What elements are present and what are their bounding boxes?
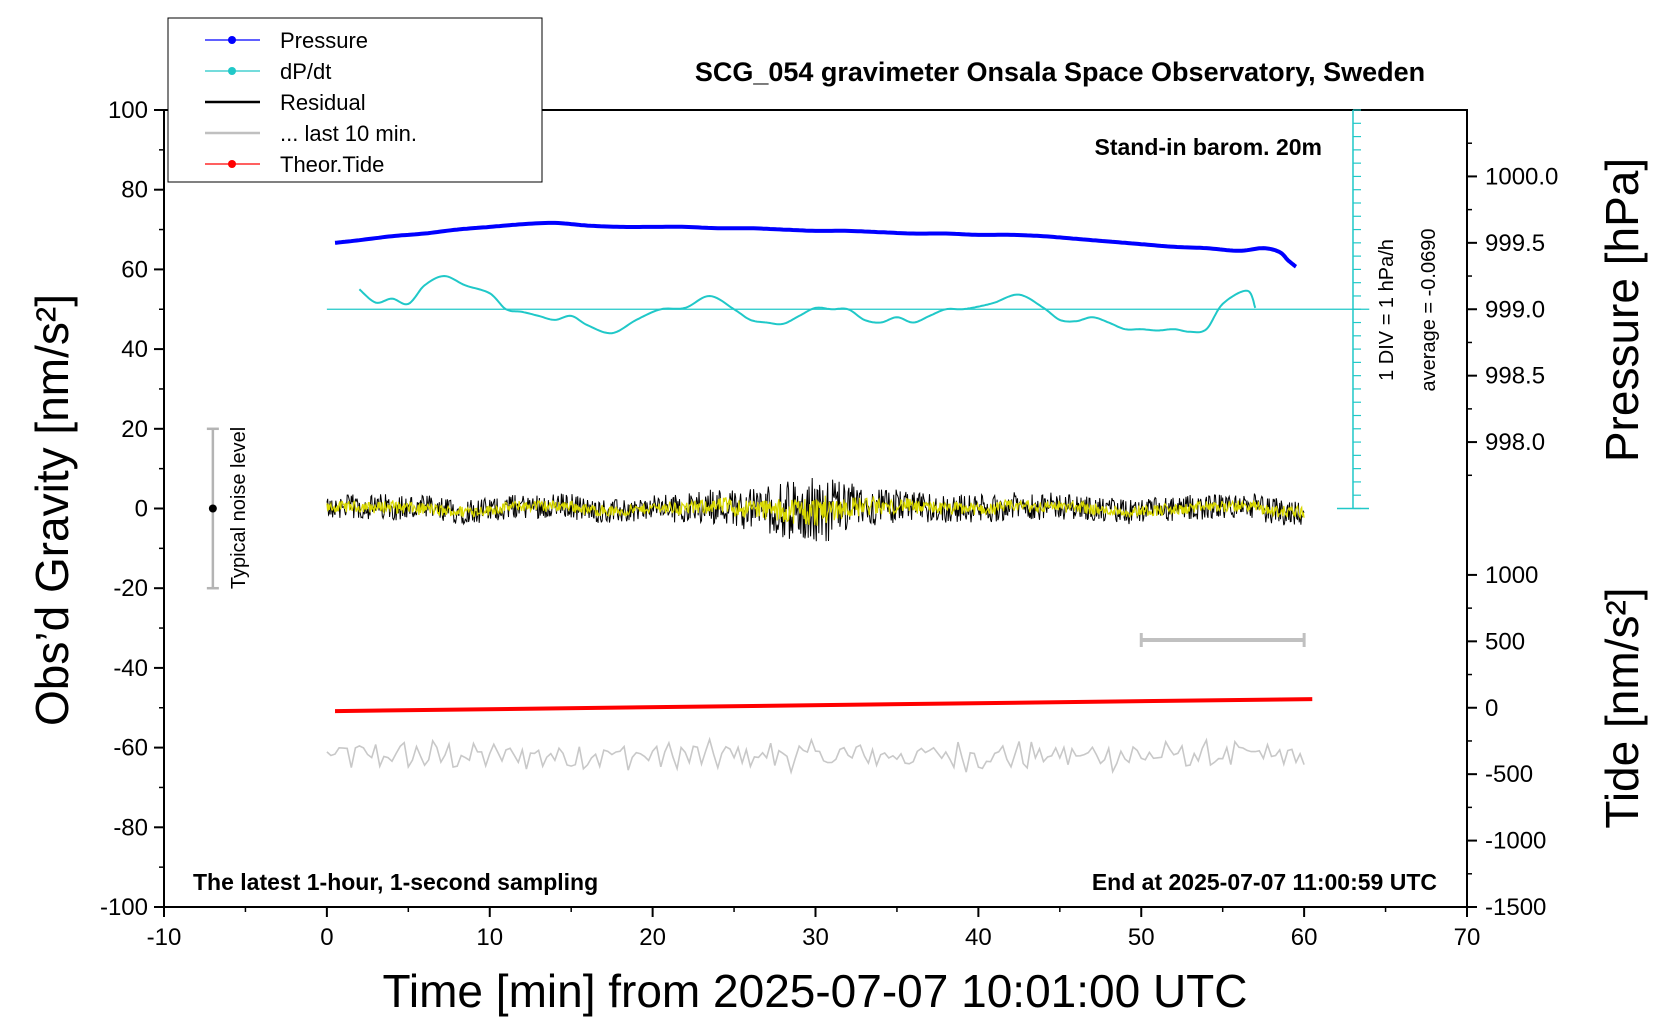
y-tick-label: -80 — [113, 814, 148, 841]
tide-tick-label: 0 — [1485, 695, 1498, 722]
y-tick-label: -20 — [113, 575, 148, 602]
legend-marker — [228, 36, 236, 44]
pressure-tick-label: 999.0 — [1485, 296, 1545, 323]
noise-bar-center — [208, 504, 217, 513]
pressure-tick-label: 1000.0 — [1485, 163, 1558, 190]
tide-tick-label: -500 — [1485, 761, 1533, 788]
barometer-note: Stand-in barom. 20m — [1095, 134, 1322, 160]
dpdt-curve — [358, 274, 1257, 335]
y-tick-label: 80 — [121, 177, 148, 204]
tide-tick-label: 500 — [1485, 628, 1525, 655]
x-axis-title: Time [min] from 2025-07-07 10:01:00 UTC — [383, 965, 1248, 1017]
y-axis-title-left: Obs’d Gravity [nm/s²] — [26, 294, 78, 726]
tide-tick-label: 1000 — [1485, 562, 1538, 589]
y-tick-label: 0 — [135, 496, 148, 523]
y-tick-label: 20 — [121, 416, 148, 443]
x-tick-label: 50 — [1128, 924, 1155, 951]
x-axis-ticks: -10 0 10 20 30 40 50 60 70 — [147, 907, 1481, 951]
average-label: average = -0.0690 — [1418, 229, 1440, 392]
x-tick-label: 0 — [320, 924, 333, 951]
y-axis-title-tide: Tide [nm/s²] — [1596, 587, 1648, 828]
x-tick-label: 40 — [965, 924, 992, 951]
div-scale-label: 1 DIV = 1 hPa/h — [1376, 239, 1398, 381]
tide-tick-label: -1500 — [1485, 894, 1546, 921]
y-axis-ticks-left: 100 80 60 40 20 0 -20 -40 -60 -80 -100 — [100, 97, 164, 921]
x-tick-label: 60 — [1291, 924, 1318, 951]
y-tick-label: -40 — [113, 655, 148, 682]
end-time-note: End at 2025-07-07 11:00:59 UTC — [1092, 869, 1437, 895]
legend-label: Pressure — [280, 28, 368, 53]
legend: Pressure dP/dt Residual ... last 10 min. The… — [167, 17, 543, 183]
y-tick-label: 60 — [121, 256, 148, 283]
legend-label: Residual — [280, 90, 366, 115]
legend-label: dP/dt — [280, 59, 331, 84]
legend-label: ... last 10 min. — [280, 121, 417, 146]
gray-noise-trace — [326, 736, 1305, 776]
theor-tide-line — [334, 697, 1313, 714]
y-tick-label: 100 — [108, 97, 148, 124]
legend-marker — [228, 67, 236, 75]
x-tick-label: 30 — [802, 924, 829, 951]
pressure-axis-ticks: 1000.0 999.5 999.0 998.5 998.0 — [1467, 142, 1558, 477]
legend-label: Theor.Tide — [280, 152, 384, 177]
series-group — [206, 220, 1370, 776]
residual-filtered-trace — [326, 495, 1305, 526]
y-axis-title-pressure: Pressure [hPa] — [1596, 158, 1648, 462]
x-tick-label: 70 — [1454, 924, 1481, 951]
legend-box — [167, 17, 543, 183]
chart-title: SCG_054 gravimeter Onsala Space Observat… — [695, 57, 1425, 87]
tide-axis-ticks: 1000 500 0 -500 -1000 -1500 — [1467, 562, 1546, 921]
legend-marker — [228, 160, 236, 168]
y-tick-label: -100 — [100, 894, 148, 921]
x-tick-label: 20 — [639, 924, 666, 951]
y-tick-label: -60 — [113, 735, 148, 762]
pressure-tick-label: 998.5 — [1485, 363, 1545, 390]
x-tick-label: 10 — [476, 924, 503, 951]
sampling-note: The latest 1-hour, 1-second sampling — [193, 869, 598, 895]
noise-label: Typical noise level — [228, 427, 250, 589]
x-tick-label: -10 — [147, 924, 182, 951]
pressure-tick-label: 998.0 — [1485, 429, 1545, 456]
pressure-curve — [334, 220, 1298, 269]
tide-tick-label: -1000 — [1485, 828, 1546, 855]
y-tick-label: 40 — [121, 336, 148, 363]
pressure-tick-label: 999.5 — [1485, 230, 1545, 257]
